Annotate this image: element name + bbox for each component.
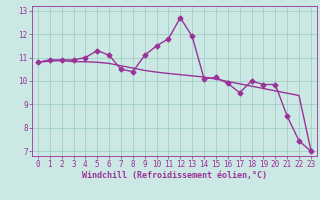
X-axis label: Windchill (Refroidissement éolien,°C): Windchill (Refroidissement éolien,°C) <box>82 171 267 180</box>
